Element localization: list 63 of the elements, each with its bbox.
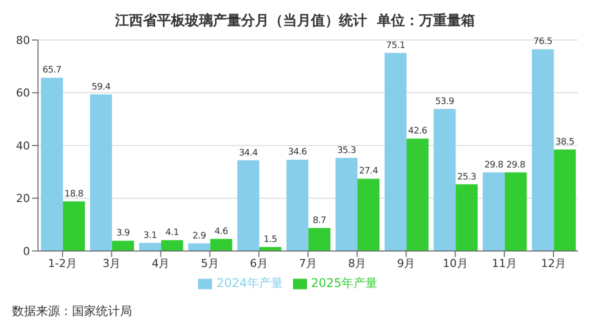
x-tick-label: 10月 — [442, 256, 468, 270]
x-tick-label: 3月 — [102, 256, 121, 270]
bar — [62, 201, 85, 251]
data-label: 76.5 — [533, 37, 552, 48]
data-label: 3.1 — [143, 230, 157, 241]
y-tick-label: 80 — [16, 34, 30, 47]
x-tick-label: 7月 — [299, 256, 317, 270]
bar — [112, 240, 134, 251]
chart-title: 江西省平板玻璃产量分月（当月值）统计 单位：万重量箱 — [114, 12, 476, 30]
bar — [90, 94, 112, 251]
bar — [237, 160, 260, 251]
data-label: 53.9 — [435, 96, 455, 107]
bar — [532, 49, 554, 251]
bar — [308, 228, 330, 251]
data-label: 2.9 — [192, 231, 206, 242]
legend-label: 2024年产量 — [216, 276, 283, 290]
bar — [188, 243, 210, 251]
bar — [40, 78, 63, 251]
data-label: 35.3 — [337, 146, 356, 156]
bar — [384, 52, 407, 251]
y-tick-label: 20 — [16, 192, 30, 206]
bar — [456, 184, 478, 251]
data-label: 27.4 — [359, 166, 378, 177]
bar — [210, 238, 232, 251]
data-label: 8.7 — [312, 216, 326, 226]
bar — [286, 160, 308, 251]
x-tick-label: 9月 — [397, 256, 416, 270]
data-label: 4.1 — [165, 228, 179, 238]
bar — [554, 149, 576, 251]
data-label: 65.7 — [42, 66, 62, 76]
data-label: 42.6 — [408, 126, 428, 137]
data-label: 3.9 — [116, 228, 130, 239]
data-label: 18.8 — [64, 189, 84, 200]
bar — [504, 172, 527, 251]
x-tick-label: 11月 — [492, 256, 517, 270]
data-label: 59.4 — [92, 82, 112, 92]
data-label: 75.1 — [386, 40, 406, 51]
y-tick-label: 0 — [23, 244, 30, 258]
y-tick-label: 60 — [16, 86, 30, 100]
x-tick-label: 8月 — [348, 256, 366, 270]
data-label: 25.3 — [457, 172, 476, 182]
bar — [357, 178, 380, 251]
bar — [406, 138, 429, 251]
data-label: 4.6 — [214, 226, 228, 237]
data-label: 29.8 — [506, 160, 526, 170]
data-label: 38.5 — [555, 137, 574, 148]
data-label: 34.6 — [288, 148, 308, 158]
bar — [434, 108, 456, 251]
data-label: 34.4 — [238, 148, 258, 158]
x-tick-label: 1-2月 — [48, 256, 78, 270]
bar — [161, 240, 184, 251]
x-tick-label: 6月 — [250, 256, 268, 270]
y-tick-label: 40 — [16, 139, 30, 152]
x-tick-label: 4月 — [152, 256, 170, 270]
x-tick-label: 5月 — [200, 256, 219, 270]
bar — [335, 158, 358, 251]
source-note: 数据来源：国家统计局 — [12, 303, 132, 320]
data-label: 29.8 — [484, 160, 504, 170]
legend-label: 2025年产量 — [311, 276, 378, 290]
bar — [482, 172, 505, 251]
x-tick-label: 12月 — [540, 256, 566, 270]
bar — [139, 242, 162, 251]
data-label: 1.5 — [264, 235, 278, 246]
